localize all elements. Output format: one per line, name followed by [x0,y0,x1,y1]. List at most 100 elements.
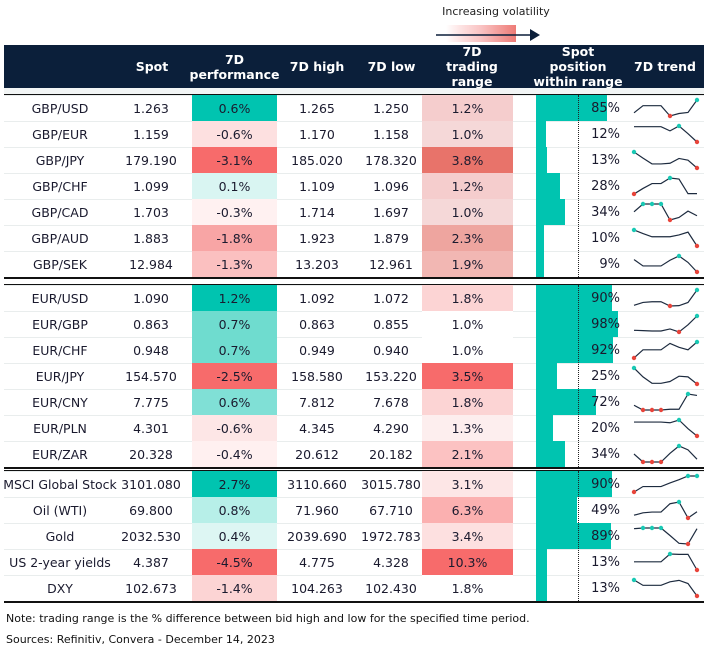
position-bar [536,497,578,523]
low-value: 0.940 [373,342,409,358]
trend-line [633,255,698,273]
instrument-name: EUR/ZAR [32,446,88,462]
high-value: 13.203 [295,256,339,272]
max-marker [631,149,637,155]
position-percent: 49% [591,502,620,518]
high-value: 71.960 [295,502,339,518]
performance-cell: -0.4% [192,441,277,467]
spot-value: 154.570 [125,368,177,384]
table-row: EUR/CNY 7.775 0.6% 7.812 7.678 1.8% 72% [4,389,704,415]
row-separator [4,285,704,286]
spot-value: 4.387 [133,554,169,570]
position-percent: 10% [591,230,620,246]
instrument-name: GBP/CAD [31,204,89,220]
min-marker [667,303,673,309]
high-value: 1.170 [299,126,335,142]
sources: Sources: Refinitiv, Convera - December 1… [6,633,275,646]
table-row: EUR/USD 1.090 1.2% 1.092 1.072 1.8% 90% [4,285,704,311]
min-marker [676,329,682,335]
col-range: 7D trading range [446,44,498,89]
row-separator [4,173,704,174]
trend-line [633,445,698,463]
position-percent: 72% [591,394,620,410]
table-row: GBP/JPY 179.190 -3.1% 185.020 178.320 3.8% 13% [4,147,704,173]
performance-cell: 1.2% [192,285,277,311]
instrument-name: GBP/CHF [32,178,88,194]
max-marker [694,287,700,293]
trend-line [633,289,698,307]
position-bar [536,285,612,311]
trend-line [633,367,698,385]
position-percent: 90% [591,290,620,306]
trend-sparkline [631,365,700,387]
legend-label: Increasing volatility [442,5,550,18]
min-marker [694,165,700,171]
midpoint-line [578,95,579,277]
trend-line [633,501,698,519]
position-bar [536,549,547,575]
group-divider [4,277,704,279]
max-marker [667,175,673,181]
trend-sparkline [633,287,700,309]
trend-line [633,475,697,493]
high-value: 1.265 [299,100,335,116]
trend-sparkline [633,201,698,223]
trend-sparkline [633,525,698,547]
range-cell: 1.8% [422,285,513,311]
max-marker [631,577,637,583]
min-marker [649,459,655,465]
trend-sparkline [633,97,700,119]
performance-cell: 0.7% [192,337,277,363]
performance-cell: -0.6% [192,415,277,441]
max-marker [631,365,637,371]
spot-value: 1.099 [133,178,169,194]
row-separator [4,575,704,576]
position-percent: 90% [591,476,620,492]
col-high: 7D high [289,59,345,74]
instrument-name: GBP/JPY [35,152,85,168]
position-percent: 85% [591,100,620,116]
performance-cell: -3.1% [192,147,277,173]
performance-cell: 0.6% [192,389,277,415]
group-divider [4,93,704,95]
low-value: 1972.783 [361,528,421,544]
header-strip [4,88,704,95]
trend-line [633,341,698,359]
trend-sparkline [633,443,698,465]
trend-line [633,527,698,545]
position-bar [536,415,553,441]
min-marker [667,113,673,119]
spot-value: 12.984 [129,256,173,272]
instrument-name: Gold [45,528,75,544]
range-cell: 1.8% [422,575,513,601]
position-bar [536,147,547,173]
volatility-legend: Increasing volatility [436,5,556,42]
min-marker [658,407,664,413]
trend-sparkline [634,123,700,145]
max-marker [649,525,655,531]
low-value: 20.182 [369,446,413,462]
performance-cell: 0.7% [192,311,277,337]
low-value: 7.678 [373,394,409,410]
low-value: 12.961 [369,256,413,272]
range-cell: 1.0% [422,311,513,337]
min-marker [649,407,655,413]
performance-cell: -2.5% [192,363,277,389]
max-marker [676,417,682,423]
row-separator [4,389,704,390]
table-row: EUR/CHF 0.948 0.7% 0.949 0.940 1.0% 92% [4,337,704,363]
position-bar [536,441,565,467]
trend-line [634,553,698,571]
row-separator [4,251,704,252]
group-divider [4,601,704,603]
trend-sparkline [633,313,700,335]
min-marker [640,459,646,465]
range-cell: 1.2% [422,95,513,121]
position-bar [536,251,544,277]
spot-value: 7.775 [133,394,169,410]
volatility-gradient [446,25,516,42]
col-spot: Spot [135,59,169,74]
low-value: 1.250 [373,100,409,116]
range-cell: 1.0% [422,121,513,147]
max-marker [649,201,655,207]
